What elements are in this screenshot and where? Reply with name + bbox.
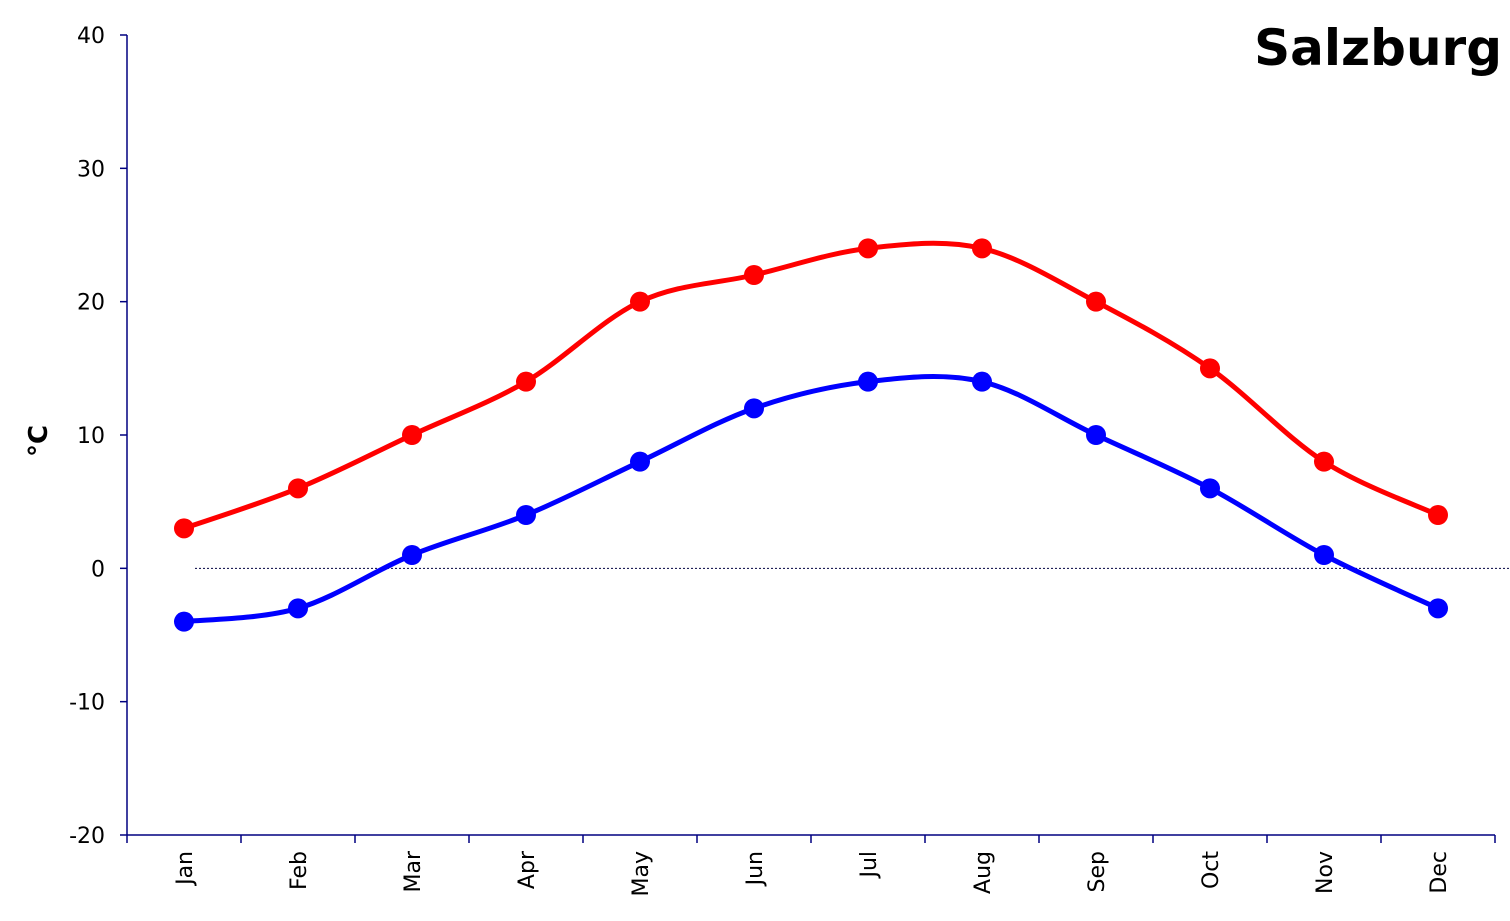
- series-0-point-mar: [402, 425, 422, 445]
- y-tick-label: 40: [77, 24, 105, 49]
- series-1-point-aug: [972, 371, 992, 392]
- series-line-0: [181, 240, 1441, 531]
- series-0-point-apr: [516, 371, 536, 392]
- series-0-point-may: [630, 291, 650, 312]
- x-tick-label: Dec: [1427, 851, 1452, 894]
- series-0-point-nov: [1314, 451, 1334, 472]
- x-tick-label: Jun: [743, 851, 768, 887]
- y-axis-label: °C: [24, 425, 54, 457]
- y-tick-label: -20: [69, 824, 105, 849]
- x-tick-label: Jan: [173, 851, 198, 887]
- axes: 40 30 20 10 0 -10 -20 Jan Feb Mar Apr May Jun Jul Aug S…: [69, 24, 1496, 896]
- x-tick-label: Mar: [401, 850, 426, 892]
- series-0-point-feb: [288, 478, 308, 499]
- x-tick-label: Aug: [971, 851, 996, 894]
- y-tick-label: 0: [91, 557, 105, 582]
- series-1-point-apr: [516, 505, 536, 525]
- y-tick-label: 30: [77, 157, 105, 182]
- series-1-point-feb: [288, 598, 308, 619]
- series-1-point-may: [630, 451, 650, 472]
- series-1-point-dec: [1428, 598, 1448, 619]
- series-0-point-jul: [858, 238, 878, 259]
- series-0-point-aug: [972, 238, 992, 259]
- series-1-point-jun: [744, 398, 764, 419]
- series-1-point-oct: [1200, 478, 1220, 499]
- series-0-point-sep: [1086, 291, 1106, 312]
- series-0-point-jan: [174, 518, 194, 539]
- x-tick-label: May: [629, 851, 654, 896]
- x-tick-label: Nov: [1313, 851, 1338, 894]
- series-0-point-jun: [744, 265, 764, 285]
- chart-title: Salzburg: [1254, 19, 1502, 77]
- series-1-point-jan: [174, 611, 194, 632]
- x-tick-label: Sep: [1085, 851, 1110, 892]
- series-line-1: [181, 374, 1441, 625]
- y-tick-label: 20: [77, 291, 105, 316]
- series-1-point-sep: [1086, 425, 1106, 445]
- series-1-point-nov: [1314, 545, 1334, 565]
- series-1-point-jul: [858, 371, 878, 392]
- x-tick-label: Jul: [857, 851, 882, 880]
- series-1-point-mar: [402, 545, 422, 565]
- series-0-point-oct: [1200, 358, 1220, 379]
- x-tick-label: Oct: [1199, 851, 1224, 889]
- series-0-point-dec: [1428, 505, 1448, 525]
- x-tick-label: Feb: [287, 851, 312, 890]
- series-group: [174, 238, 1448, 632]
- y-tick-label: 10: [77, 424, 105, 449]
- y-tick-label: -10: [69, 691, 105, 716]
- x-tick-label: Apr: [515, 850, 540, 889]
